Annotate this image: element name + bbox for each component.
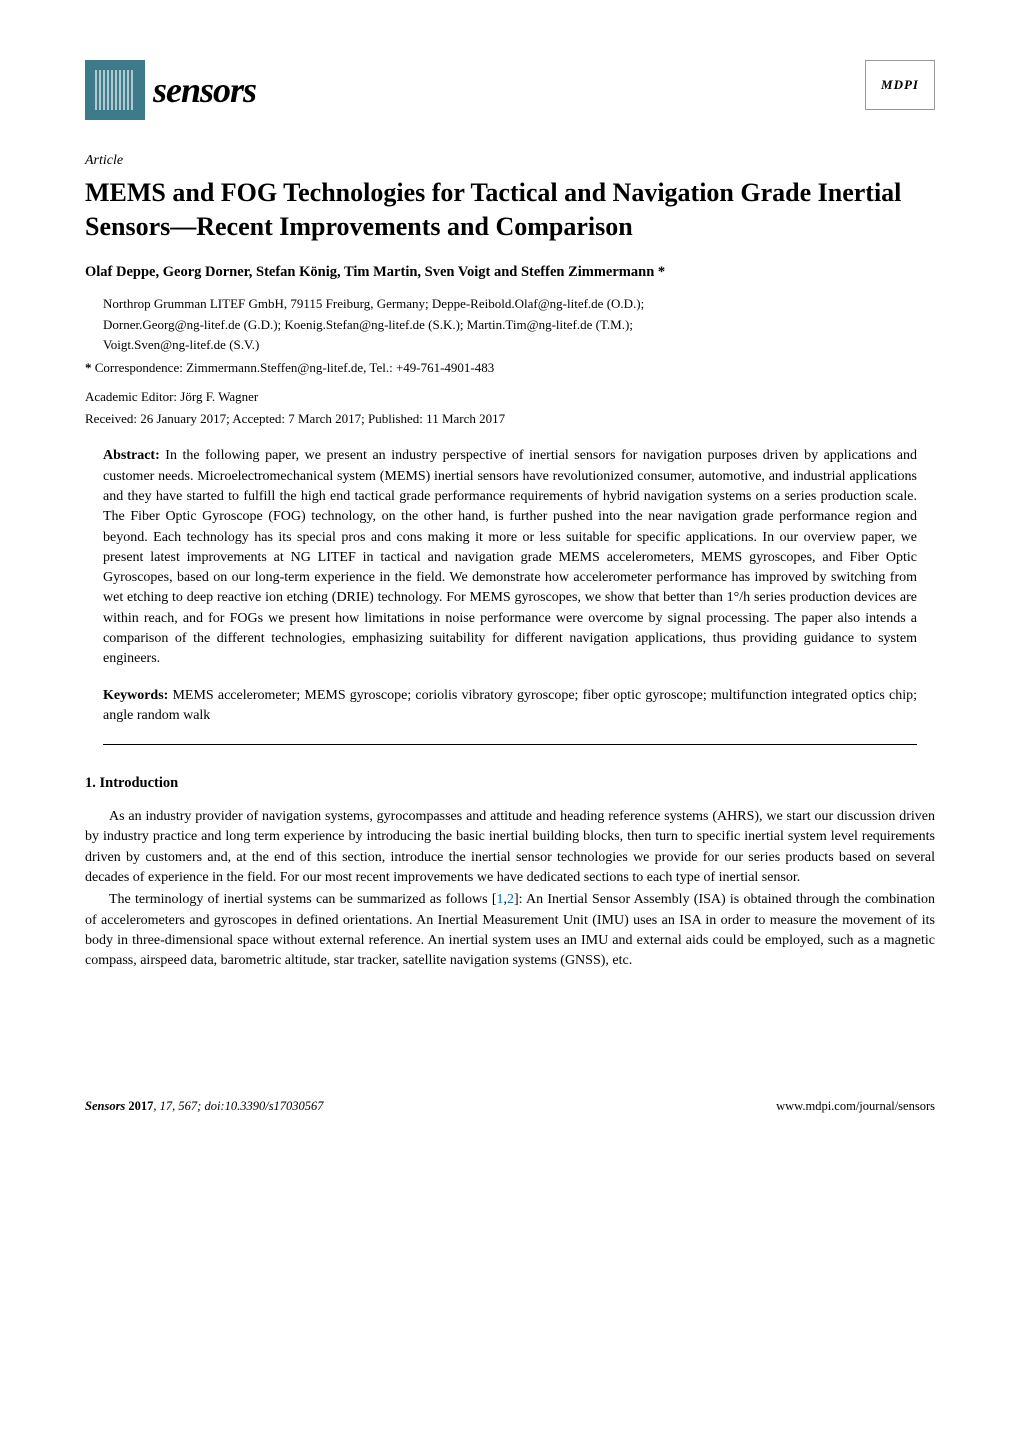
abstract-label: Abstract: bbox=[103, 448, 160, 463]
abstract-block: Abstract: In the following paper, we pre… bbox=[103, 446, 917, 669]
article-type: Article bbox=[85, 150, 935, 171]
footer-volume: , 17, 567; doi:10.3390/s17030567 bbox=[153, 1099, 323, 1113]
author-list: Olaf Deppe, Georg Dorner, Stefan König, … bbox=[85, 262, 935, 284]
affiliation-line: Dorner.Georg@ng-litef.de (G.D.); Koenig.… bbox=[103, 316, 935, 334]
correspondence-star: * bbox=[85, 360, 92, 375]
citation-link[interactable]: 1 bbox=[497, 892, 504, 907]
correspondence-text: Correspondence: Zimmermann.Steffen@ng-li… bbox=[95, 360, 495, 375]
affiliation-line: Voigt.Sven@ng-litef.de (S.V.) bbox=[103, 336, 935, 354]
journal-logo: sensors bbox=[85, 60, 256, 120]
keywords-block: Keywords: MEMS accelerometer; MEMS gyros… bbox=[103, 686, 917, 727]
body-paragraph: The terminology of inertial systems can … bbox=[85, 890, 935, 971]
journal-icon bbox=[85, 60, 145, 120]
citation-link[interactable]: 2 bbox=[507, 892, 514, 907]
para-text: The terminology of inertial systems can … bbox=[109, 892, 497, 907]
page-header: sensors MDPI bbox=[85, 60, 935, 120]
footer-url: www.mdpi.com/journal/sensors bbox=[776, 1097, 935, 1116]
abstract-text: In the following paper, we present an in… bbox=[103, 448, 917, 666]
publisher-logo: MDPI bbox=[865, 60, 935, 110]
journal-name: sensors bbox=[153, 63, 256, 117]
publisher-name: MDPI bbox=[881, 75, 919, 95]
keywords-label: Keywords: bbox=[103, 688, 168, 703]
keywords-text: MEMS accelerometer; MEMS gyroscope; cori… bbox=[103, 688, 917, 723]
page-footer: Sensors 2017, 17, 567; doi:10.3390/s1703… bbox=[85, 1091, 935, 1116]
article-title: MEMS and FOG Technologies for Tactical a… bbox=[85, 176, 935, 244]
correspondence: * Correspondence: Zimmermann.Steffen@ng-… bbox=[85, 358, 935, 378]
footer-journal: Sensors bbox=[85, 1099, 125, 1113]
affiliation-line: Northrop Grumman LITEF GmbH, 79115 Freib… bbox=[103, 295, 935, 313]
academic-editor: Academic Editor: Jörg F. Wagner bbox=[85, 387, 935, 407]
body-paragraph: As an industry provider of navigation sy… bbox=[85, 807, 935, 888]
article-dates: Received: 26 January 2017; Accepted: 7 M… bbox=[85, 409, 935, 429]
section-heading: 1. Introduction bbox=[85, 773, 935, 795]
footer-citation: Sensors 2017, 17, 567; doi:10.3390/s1703… bbox=[85, 1097, 324, 1116]
footer-year: 2017 bbox=[128, 1099, 153, 1113]
section-divider bbox=[103, 744, 917, 745]
